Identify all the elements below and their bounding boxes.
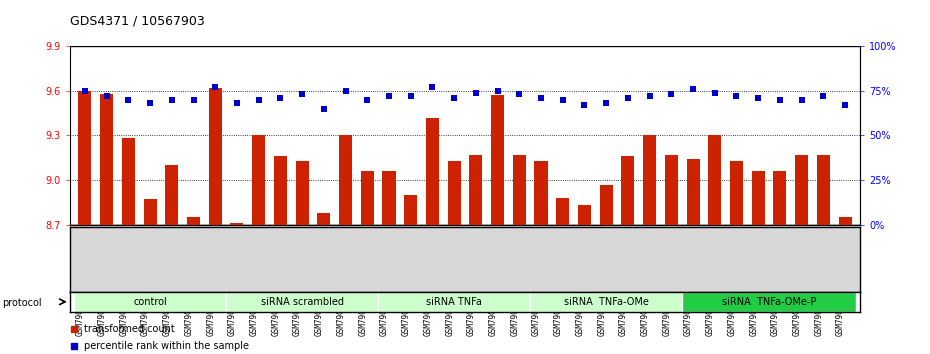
Text: siRNA scrambled: siRNA scrambled xyxy=(260,297,343,307)
Bar xyxy=(683,292,856,312)
Bar xyxy=(530,292,683,312)
Bar xyxy=(817,155,830,225)
Bar xyxy=(208,88,221,225)
Bar xyxy=(74,292,226,312)
Bar xyxy=(621,156,634,225)
Bar xyxy=(751,171,764,225)
Bar xyxy=(231,223,244,225)
Bar xyxy=(78,91,91,225)
Bar xyxy=(187,217,200,225)
Text: siRNA TNFa: siRNA TNFa xyxy=(426,297,482,307)
Text: control: control xyxy=(133,297,167,307)
Bar xyxy=(166,165,179,225)
Bar xyxy=(556,198,569,225)
Bar xyxy=(426,118,439,225)
Bar xyxy=(382,171,395,225)
Bar xyxy=(535,161,548,225)
Bar xyxy=(226,292,379,312)
Bar xyxy=(665,155,678,225)
Bar xyxy=(361,171,374,225)
Bar xyxy=(730,161,743,225)
Bar xyxy=(405,195,418,225)
Bar xyxy=(774,171,787,225)
Text: protocol: protocol xyxy=(2,298,42,308)
Bar xyxy=(252,135,265,225)
Text: GDS4371 / 10567903: GDS4371 / 10567903 xyxy=(70,14,205,27)
Bar xyxy=(643,135,656,225)
Bar xyxy=(578,205,591,225)
Bar xyxy=(512,155,525,225)
Text: siRNA  TNFa-OMe-P: siRNA TNFa-OMe-P xyxy=(722,297,817,307)
Bar xyxy=(491,95,504,225)
Bar xyxy=(379,292,530,312)
Bar xyxy=(274,156,287,225)
Bar xyxy=(795,155,808,225)
Text: transformed count: transformed count xyxy=(84,324,175,334)
Text: siRNA  TNFa-OMe: siRNA TNFa-OMe xyxy=(564,297,648,307)
Bar xyxy=(143,199,156,225)
Bar xyxy=(839,217,852,225)
Bar xyxy=(686,159,699,225)
Bar xyxy=(339,135,352,225)
Bar xyxy=(709,135,722,225)
Bar xyxy=(447,161,460,225)
Bar xyxy=(122,138,135,225)
Bar xyxy=(296,161,309,225)
Bar xyxy=(600,184,613,225)
Bar xyxy=(100,94,113,225)
Bar xyxy=(317,213,330,225)
Text: percentile rank within the sample: percentile rank within the sample xyxy=(84,341,248,351)
Bar xyxy=(470,155,483,225)
